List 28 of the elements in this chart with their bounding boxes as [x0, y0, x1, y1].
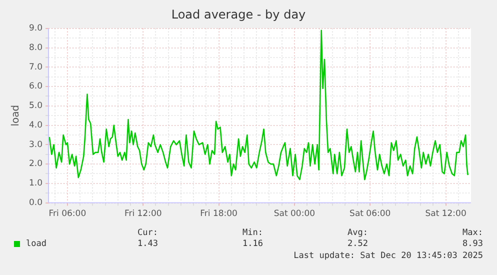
text: 8.93 — [462, 239, 483, 249]
y-tick-label: 0.0 — [28, 198, 43, 208]
text: Min: — [242, 228, 263, 238]
x-tick-label: Fri 18:00 — [200, 209, 238, 220]
x-tick-label: Fri 06:00 — [48, 209, 86, 220]
text: Cur: — [138, 228, 158, 238]
legend-label: load — [25, 239, 46, 249]
y-tick-label: 1.0 — [28, 178, 43, 189]
text: Avg: — [348, 228, 368, 238]
text: 2.52 — [348, 239, 368, 249]
x-tick-label: Sat 06:00 — [350, 209, 391, 220]
y-tick-label: 8.0 — [28, 42, 43, 53]
text: Last update: Sat Dec 20 13:45:03 2025 — [294, 251, 483, 261]
y-tick-label: 6.0 — [28, 82, 43, 92]
y-tick-label: 5.0 — [28, 101, 43, 112]
chart-title: Load average - by day — [171, 7, 306, 22]
y-tick-label: 7.0 — [28, 62, 43, 72]
text: 1.43 — [138, 239, 158, 249]
x-tick-label: Fri 12:00 — [124, 209, 162, 220]
x-tick-label: Sat 12:00 — [425, 209, 466, 220]
x-tick-label: Sat 00:00 — [274, 209, 316, 220]
y-tick-label: 2.0 — [28, 159, 43, 170]
y-tick-label: 3.0 — [28, 140, 43, 150]
text: 1.16 — [242, 239, 263, 249]
y-tick-label: 9.0 — [28, 24, 43, 34]
text: Max: — [462, 228, 483, 238]
y-tick-label: 4.0 — [28, 120, 43, 130]
y-axis-title: load — [10, 104, 22, 126]
